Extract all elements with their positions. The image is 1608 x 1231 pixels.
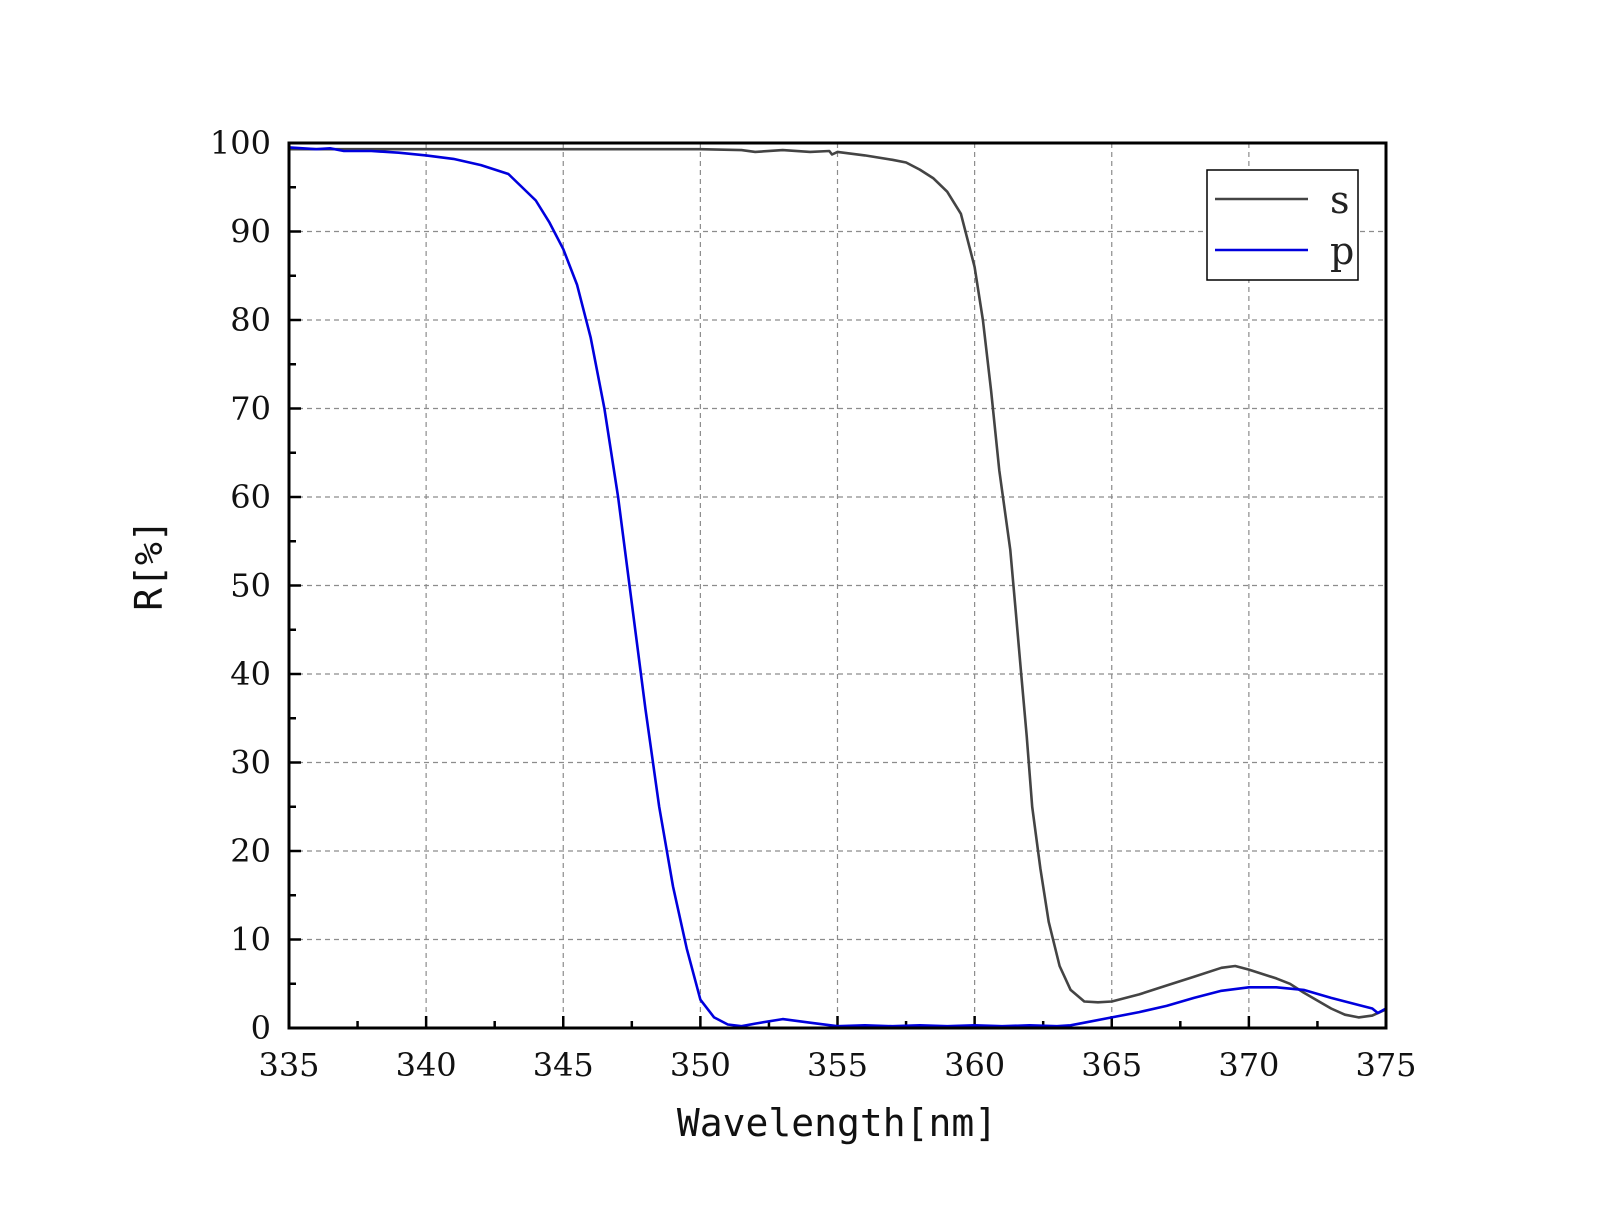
x-tick-label-370: 370 [1218,1046,1279,1084]
y-axis-title: R[%] [127,519,171,611]
legend-label-s: s [1330,178,1350,222]
legend: s p [1206,169,1359,281]
x-tick-label-375: 375 [1355,1046,1416,1084]
y-tick-label-60: 60 [230,478,271,516]
y-tick-label-30: 30 [230,744,271,782]
x-tick-label-340: 340 [396,1046,457,1084]
x-tick-label-345: 345 [533,1046,594,1084]
y-tick-label-40: 40 [230,655,271,693]
series-line-p [288,146,1387,1028]
x-tick-label-335: 335 [258,1046,319,1084]
y-tick-label-20: 20 [230,832,271,870]
y-tick-label-10: 10 [230,921,271,959]
legend-box [1206,169,1359,281]
series-line-s [289,147,1387,1019]
x-tick-label-355: 355 [807,1046,868,1084]
series-lines [288,146,1387,1028]
legend-label-p: p [1330,229,1354,273]
y-tick-label-80: 80 [230,301,271,339]
x-tick-label-365: 365 [1081,1046,1142,1084]
y-tick-label-90: 90 [230,213,271,251]
y-tick-labels: 0 10 20 30 40 50 60 70 80 90 100 [210,124,271,1047]
y-tick-label-100: 100 [210,124,271,162]
y-tick-label-50: 50 [230,567,271,605]
x-tick-labels: 335 340 345 350 355 360 365 370 375 [258,1046,1416,1084]
x-tick-label-360: 360 [944,1046,1005,1084]
y-tick-label-70: 70 [230,390,271,428]
y-tick-label-0: 0 [251,1009,271,1047]
x-tick-label-350: 350 [670,1046,731,1084]
grid [289,143,1386,1028]
plot-frame [287,141,1388,1030]
x-axis-title: Wavelength[nm] [677,1101,997,1145]
